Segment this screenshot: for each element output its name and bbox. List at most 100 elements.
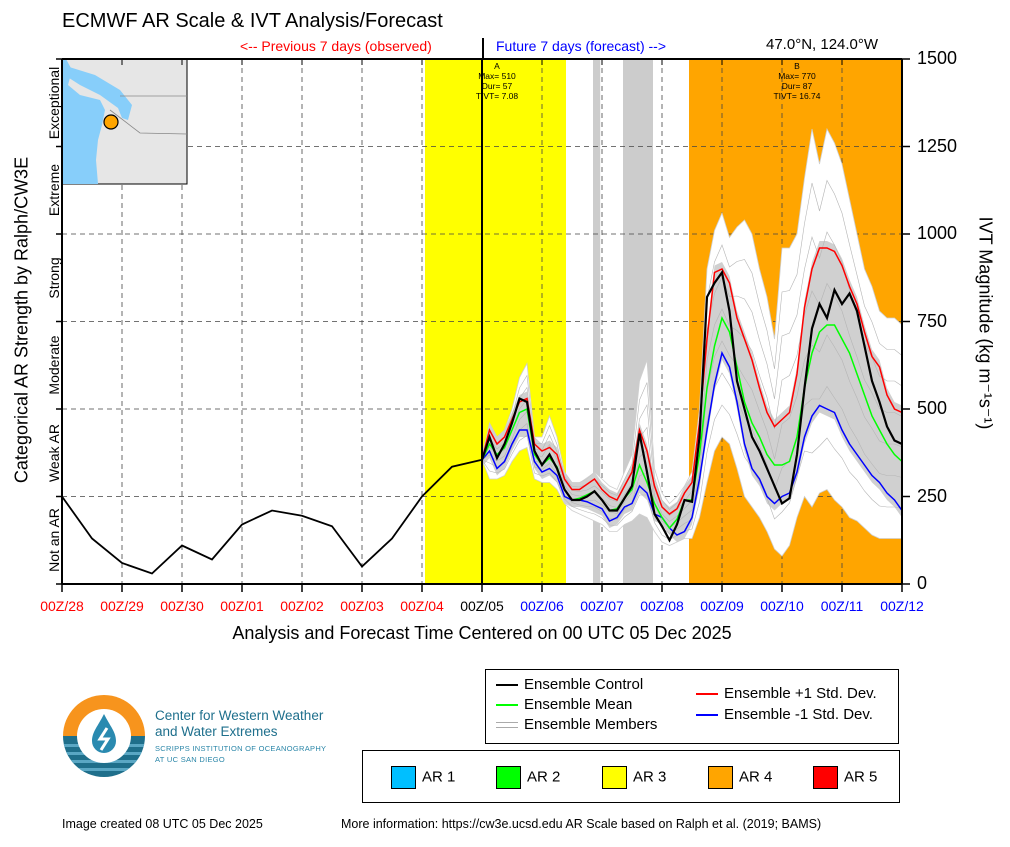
ar-legend-item: AR 5 [813, 766, 877, 789]
legend-item-plus-std: Ensemble +1 Std. Dev. [696, 685, 877, 702]
category-label: Exceptional [46, 66, 62, 139]
logo-subtitle: SCRIPPS INSTITUTION OF OCEANOGRAPHY AT UC… [155, 743, 326, 765]
x-tick-label: 00Z/04 [400, 598, 444, 614]
inset-map-border [109, 109, 188, 135]
legend-line-icon [696, 693, 718, 696]
category-label: Not an AR [46, 508, 62, 573]
event-annotation-text: B [794, 61, 800, 71]
future-days-label: Future 7 days (forecast) --> [496, 38, 667, 54]
inset-map-ocean [62, 59, 105, 184]
ensemble-member-line [481, 231, 903, 516]
series-line-ensemble-control [480, 269, 903, 543]
cw3e-logo-icon [63, 695, 145, 777]
previous-days-label: <-- Previous 7 days (observed) [240, 38, 432, 54]
series-lines [61, 247, 903, 575]
x-tick-label: 00Z/30 [160, 598, 204, 614]
legend-label: Ensemble Members [524, 716, 658, 733]
x-tick-label: 00Z/01 [220, 598, 264, 614]
legend-line-icon [696, 714, 718, 717]
inset-map [61, 58, 188, 185]
ar-legend-item: AR 4 [708, 766, 772, 789]
x-tick-label: 00Z/10 [760, 598, 804, 614]
logo-sub-line: SCRIPPS INSTITUTION OF OCEANOGRAPHY [155, 744, 327, 753]
x-tick-label: 00Z/06 [520, 598, 564, 614]
ar2-swatch-icon [496, 766, 521, 789]
location-marker-icon [103, 114, 119, 130]
legend-label: Ensemble Mean [524, 696, 633, 713]
x-tick-label: 00Z/28 [40, 598, 84, 614]
y-tick-label: 750 [917, 310, 948, 331]
event-annotation-text: Dur= 57 [482, 81, 513, 91]
ar-legend-label: AR 5 [844, 768, 878, 786]
legend-item-control: Ensemble Control [496, 676, 643, 693]
ensemble-member-line [481, 404, 903, 540]
event-annotation-text: Max= 510 [478, 71, 516, 81]
logo-sub-line: AT UC SAN DIEGO [155, 755, 226, 764]
x-tick-label: 00Z/11 [820, 598, 864, 614]
y-axis-left-label: Categorical AR Strength by Ralph/CW3E [11, 156, 32, 484]
y-tick-label: 1250 [917, 135, 958, 156]
event-annotation-text: TIVT= 16.74 [773, 91, 820, 101]
ar4-swatch-icon [708, 766, 733, 789]
ar5-swatch-icon [813, 766, 838, 789]
ar-legend-label: AR 1 [422, 768, 456, 786]
x-tick-label: 00Z/03 [340, 598, 384, 614]
x-axis-label: Analysis and Forecast Time Centered on 0… [232, 623, 732, 643]
y-tick-label: 250 [917, 485, 948, 506]
y-tick-label: 1500 [917, 48, 958, 68]
legend-label: Ensemble Control [524, 676, 644, 693]
ar-legend-item: AR 2 [496, 766, 560, 789]
ar-legend-label: AR 3 [633, 768, 667, 786]
chart-title: ECMWF AR Scale & IVT Analysis/Forecast [62, 10, 443, 32]
category-label: Strong [46, 257, 62, 299]
event-annotation-text: Max= 770 [778, 71, 816, 81]
logo-name-line: Center for Western Weather [155, 708, 324, 723]
ar-category-legend: AR 1 AR 2 AR 3 AR 4 AR 5 [362, 750, 900, 803]
logo-org-name: Center for Western Weather and Water Extr… [155, 708, 323, 740]
y-tick-label: 0 [917, 573, 928, 593]
ensemble-member-line [481, 372, 903, 534]
ar-legend-label: AR 4 [739, 768, 773, 786]
ar1-swatch-icon [391, 766, 416, 789]
category-label: Weak AR [46, 423, 62, 482]
now-divider-header [482, 38, 484, 58]
x-tick-label: 00Z/08 [640, 598, 684, 614]
analysis-control-line [61, 458, 483, 575]
y-axis-right-label: IVT Magnitude (kg m⁻¹s⁻¹) [975, 216, 996, 430]
legend-line-icon [496, 684, 518, 687]
ar-legend-item: AR 3 [602, 766, 666, 789]
x-tick-label: 00Z/12 [880, 598, 924, 614]
y-tick-label: 1000 [917, 223, 958, 243]
series-line-ensemble-1-std-dev- [481, 247, 903, 515]
ensemble-members-core [482, 241, 902, 542]
ar-legend-item: AR 1 [391, 766, 455, 789]
axes [56, 58, 910, 592]
category-label: Moderate [46, 335, 62, 395]
legend-label: Ensemble -1 Std. Dev. [724, 706, 873, 723]
inset-map-strait [66, 66, 132, 120]
location-coordinates: 47.0°N, 124.0°W [766, 36, 879, 53]
x-tick-label: 00Z/29 [100, 598, 144, 614]
legend-item-mean: Ensemble Mean [496, 696, 632, 713]
legend-item-members: Ensemble Members [496, 716, 657, 733]
event-annotation-text: TIVT= 7.08 [476, 91, 519, 101]
x-tick-label: 00Z/09 [700, 598, 744, 614]
event-annotation-text: Dur= 87 [782, 81, 813, 91]
series-legend: Ensemble Control Ensemble Mean Ensemble … [485, 669, 899, 744]
x-tick-label: 00Z/05 [460, 598, 504, 614]
image-created-text: Image created 08 UTC 05 Dec 2025 [62, 817, 263, 831]
ar-legend-label: AR 2 [527, 768, 561, 786]
y-tick-label: 500 [917, 398, 948, 418]
event-annotation-text: A [494, 61, 500, 71]
logo-name-line: and Water Extremes [155, 724, 278, 739]
ar3-swatch-icon [602, 766, 627, 789]
legend-label: Ensemble +1 Std. Dev. [724, 685, 877, 702]
x-tick-label: 00Z/02 [280, 598, 324, 614]
legend-lines-icon [496, 722, 518, 729]
series-line-ensemble-1-std-dev- [481, 350, 903, 536]
x-tick-label: 00Z/07 [580, 598, 624, 614]
legend-item-minus-std: Ensemble -1 Std. Dev. [696, 706, 873, 723]
more-info-text: More information: https://cw3e.ucsd.edu … [341, 817, 822, 831]
